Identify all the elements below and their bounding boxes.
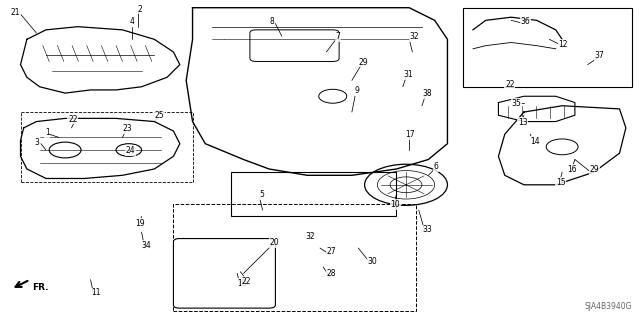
Text: 37: 37 (594, 51, 604, 60)
Text: 27: 27 (326, 247, 336, 256)
Text: 1: 1 (45, 128, 50, 137)
Text: 3: 3 (34, 137, 39, 147)
Text: 29: 29 (358, 58, 368, 67)
Text: 22: 22 (505, 80, 515, 89)
Text: 20: 20 (269, 238, 279, 247)
Text: 36: 36 (520, 18, 530, 26)
Text: 38: 38 (422, 89, 432, 98)
Text: 18: 18 (237, 279, 247, 288)
Text: 32: 32 (410, 32, 419, 41)
Text: 8: 8 (270, 18, 275, 26)
Text: 6: 6 (433, 162, 438, 171)
Text: 35: 35 (511, 99, 521, 108)
Text: 4: 4 (129, 18, 134, 26)
Bar (173, 204, 415, 311)
Text: 32: 32 (306, 232, 316, 241)
Text: 16: 16 (567, 165, 577, 174)
Text: 25: 25 (155, 111, 164, 120)
Text: 28: 28 (327, 270, 336, 278)
Text: 29: 29 (589, 165, 599, 174)
Text: 24: 24 (125, 146, 135, 155)
Text: 13: 13 (518, 118, 527, 127)
Bar (463, 8, 632, 87)
Text: 7: 7 (335, 32, 340, 41)
Text: 14: 14 (531, 137, 540, 146)
Text: 17: 17 (406, 130, 415, 139)
Text: 12: 12 (559, 40, 568, 48)
Text: 10: 10 (390, 200, 400, 209)
Text: 23: 23 (123, 124, 132, 133)
Text: 11: 11 (91, 288, 100, 297)
Text: 21: 21 (11, 8, 20, 17)
Text: 34: 34 (142, 241, 152, 250)
Text: 9: 9 (355, 86, 360, 95)
Text: 31: 31 (403, 70, 413, 79)
Text: 5: 5 (259, 190, 264, 199)
Text: 19: 19 (136, 219, 145, 228)
Text: 15: 15 (556, 178, 566, 187)
Text: SJA4B3940G: SJA4B3940G (585, 302, 632, 311)
Text: 30: 30 (367, 257, 377, 266)
Text: 33: 33 (422, 225, 432, 234)
Text: 22: 22 (242, 277, 252, 286)
Bar (231, 172, 396, 216)
Text: 22: 22 (68, 115, 77, 123)
Text: 2: 2 (138, 5, 143, 14)
Text: FR.: FR. (32, 283, 49, 292)
